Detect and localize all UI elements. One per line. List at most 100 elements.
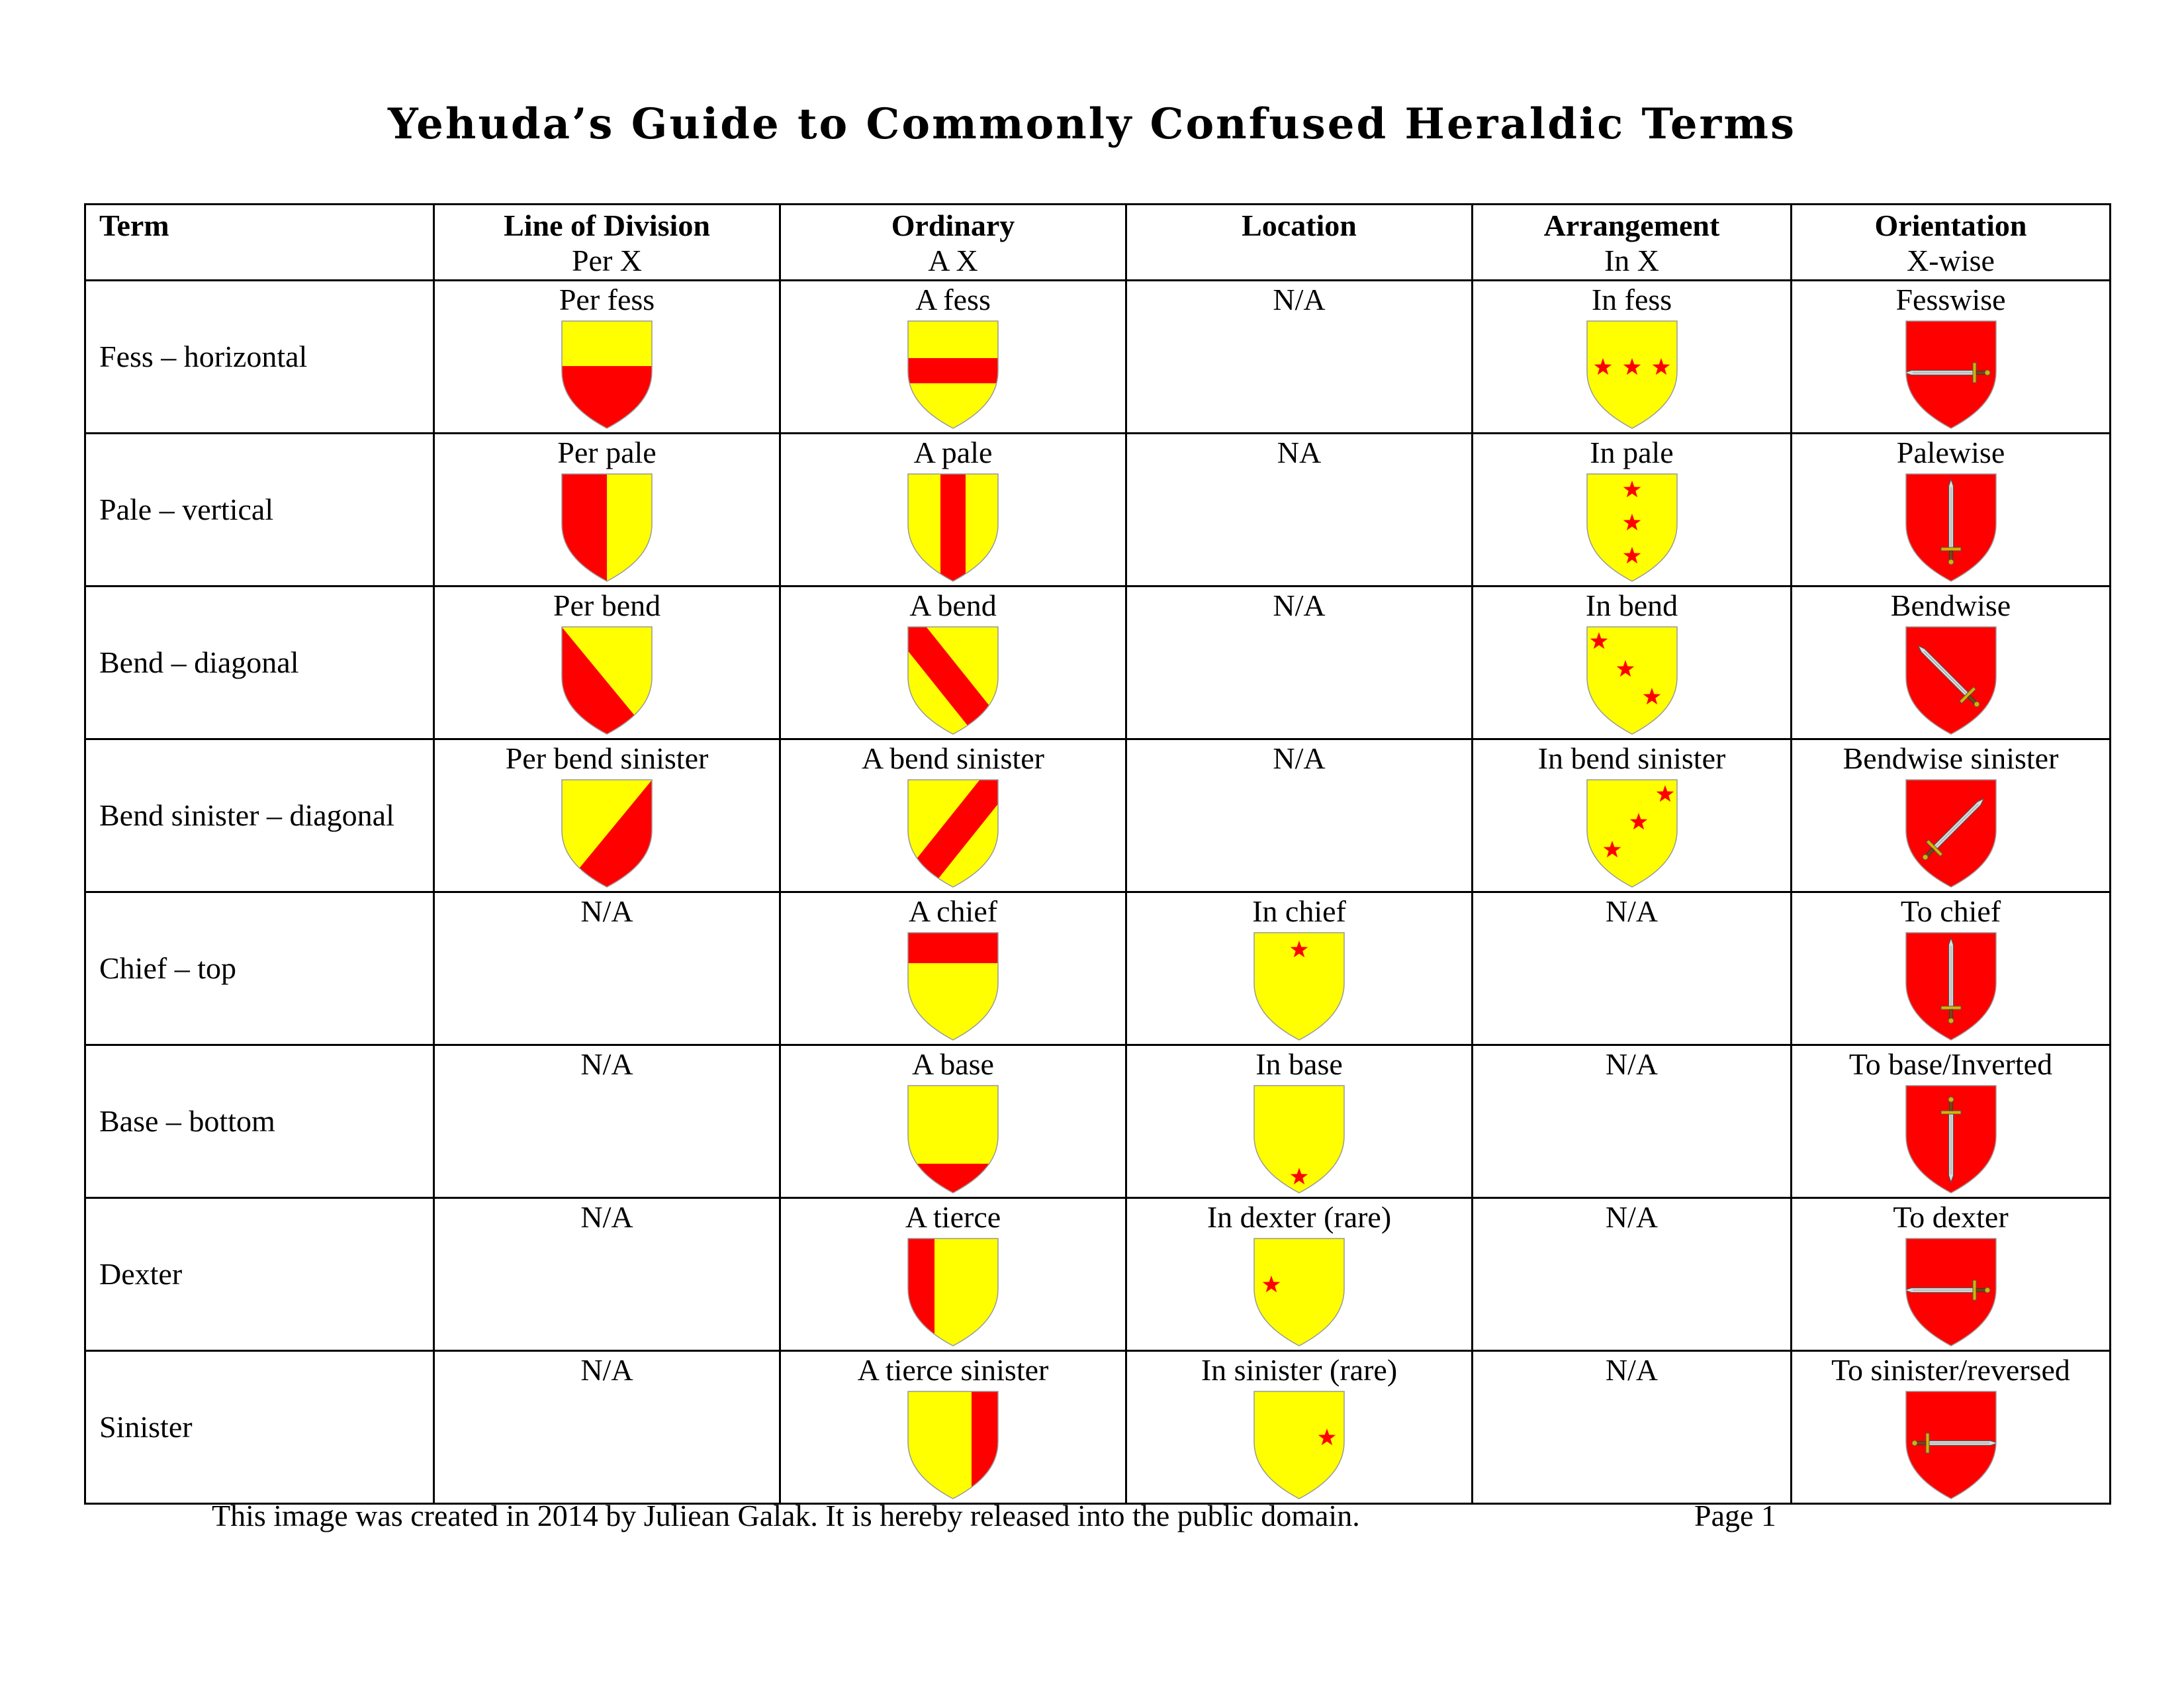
- term-label: Dexter: [99, 1257, 183, 1291]
- column-header-title: Ordinary: [891, 209, 1015, 242]
- example-label: A bend: [909, 588, 997, 622]
- shield-stars-in-pale-icon: [1586, 473, 1678, 582]
- column-header-title: Location: [1242, 209, 1357, 242]
- example-label: Palewise: [1896, 436, 2005, 469]
- example-label: Per bend sinister: [505, 741, 709, 775]
- example-label: To sinister/reversed: [1831, 1353, 2070, 1387]
- example-label: N/A: [1273, 588, 1326, 622]
- shield-sword-bendwise-icon: [1905, 626, 1997, 735]
- term-example-cell: To sinister/reversed: [1790, 1350, 2111, 1505]
- header-row: Term Line of Division Per X Ordinary A X…: [84, 203, 2111, 281]
- term-cell: Dexter: [84, 1197, 435, 1352]
- term-example-cell: Per bend: [433, 585, 781, 740]
- example-label: N/A: [580, 1200, 633, 1234]
- example-label: A chief: [908, 894, 998, 928]
- column-header-subtitle: A X: [928, 244, 978, 277]
- column-header-orientation: Orientation X-wise: [1790, 203, 2111, 281]
- column-header-subtitle: X-wise: [1907, 244, 1995, 277]
- shield-bend-sinister-icon: [907, 779, 999, 888]
- shield-star-in-sinister-icon: [1253, 1391, 1345, 1499]
- shield-sword-to-dexter-icon: [1905, 1238, 1997, 1346]
- table-row: Pale – vertical Per pale A pale NA In pale Pa…: [84, 432, 2111, 587]
- term-example-cell: A tierce sinister: [779, 1350, 1127, 1505]
- term-example-cell: In chief: [1125, 891, 1473, 1046]
- example-label: N/A: [1273, 741, 1326, 775]
- example-label: NA: [1277, 436, 1322, 469]
- term-example-cell: N/A: [1125, 738, 1473, 893]
- term-example-cell: Bendwise: [1790, 585, 2111, 740]
- term-example-cell: Palewise: [1790, 432, 2111, 587]
- example-label: N/A: [580, 894, 633, 928]
- shield-star-in-chief-icon: [1253, 932, 1345, 1041]
- shield-pale-icon: [907, 473, 999, 582]
- example-label: In sinister (rare): [1201, 1353, 1398, 1387]
- term-example-cell: Per bend sinister: [433, 738, 781, 893]
- shield-star-in-dexter-icon: [1253, 1238, 1345, 1346]
- example-label: In dexter (rare): [1206, 1200, 1392, 1234]
- page-title: Yehuda’s Guide to Commonly Confused Hera…: [387, 99, 1797, 149]
- term-example-cell: To dexter: [1790, 1197, 2111, 1352]
- term-label: Bend – diagonal: [99, 645, 299, 679]
- term-example-cell: N/A: [1471, 1044, 1792, 1199]
- example-label: A base: [912, 1047, 994, 1081]
- example-label: N/A: [1605, 1047, 1659, 1081]
- term-example-cell: Fesswise: [1790, 279, 2111, 434]
- example-label: N/A: [1605, 894, 1659, 928]
- example-label: In fess: [1591, 283, 1672, 316]
- shield-sword-to-chief-icon: [1905, 932, 1997, 1041]
- table-row: Fess – horizontal Per fess A fess N/A In fes…: [84, 279, 2111, 434]
- term-label: Base – bottom: [99, 1104, 275, 1138]
- table-row: Bend sinister – diagonal Per bend siniste…: [84, 738, 2111, 893]
- example-label: A pale: [913, 436, 993, 469]
- example-label: To chief: [1900, 894, 2001, 928]
- shield-fess-icon: [907, 320, 999, 429]
- column-header-title: Line of Division: [504, 209, 710, 242]
- term-example-cell: N/A: [1125, 585, 1473, 740]
- shield-sword-inverted-icon: [1905, 1085, 1997, 1194]
- term-cell: Pale – vertical: [84, 432, 435, 587]
- heraldic-terms-table: Term Line of Division Per X Ordinary A X…: [84, 203, 2111, 1505]
- column-header-title: Orientation: [1874, 209, 2027, 242]
- example-label: Bendwise sinister: [1843, 741, 2059, 775]
- shield-stars-in-fess-icon: [1586, 320, 1678, 429]
- example-label: A bend sinister: [862, 741, 1044, 775]
- shield-stars-in-bend-icon: [1586, 626, 1678, 735]
- example-label: In base: [1255, 1047, 1343, 1081]
- term-example-cell: In fess: [1471, 279, 1792, 434]
- example-label: To base/Inverted: [1848, 1047, 2053, 1081]
- shield-star-in-base-icon: [1253, 1085, 1345, 1194]
- column-header-line-of-division: Line of Division Per X: [433, 203, 781, 281]
- term-example-cell: A fess: [779, 279, 1127, 434]
- table-body: Fess – horizontal Per fess A fess N/A In fes…: [84, 279, 2111, 1505]
- example-label: A fess: [915, 283, 991, 316]
- shield-base-icon: [907, 1085, 999, 1194]
- shield-chief-icon: [907, 932, 999, 1041]
- table-row: Dexter N/A A tierce In dexter (rare) N/A To d…: [84, 1197, 2111, 1352]
- term-label: Fess – horizontal: [99, 340, 308, 373]
- term-example-cell: To chief: [1790, 891, 2111, 1046]
- shield-sword-bendwise-sinister-icon: [1905, 779, 1997, 888]
- shield-tierce-icon: [907, 1238, 999, 1346]
- column-header-title: Arrangement: [1543, 209, 1720, 242]
- term-example-cell: In bend sinister: [1471, 738, 1792, 893]
- shield-sword-fesswise-icon: [1905, 320, 1997, 429]
- example-label: A tierce sinister: [857, 1353, 1049, 1387]
- example-label: N/A: [580, 1047, 633, 1081]
- shield-per-bend-icon: [561, 626, 653, 735]
- term-example-cell: In sinister (rare): [1125, 1350, 1473, 1505]
- term-example-cell: A tierce: [779, 1197, 1127, 1352]
- term-example-cell: Bendwise sinister: [1790, 738, 2111, 893]
- column-header-location: Location: [1125, 203, 1473, 281]
- term-label: Sinister: [99, 1410, 193, 1444]
- example-label: Bendwise: [1890, 588, 2011, 622]
- shield-per-fess-icon: [561, 320, 653, 429]
- term-example-cell: Per pale: [433, 432, 781, 587]
- term-example-cell: In bend: [1471, 585, 1792, 740]
- term-example-cell: N/A: [1471, 1350, 1792, 1505]
- term-example-cell: NA: [1125, 432, 1473, 587]
- term-cell: Sinister: [84, 1350, 435, 1505]
- term-cell: Base – bottom: [84, 1044, 435, 1199]
- shield-stars-in-bend-sinister-icon: [1586, 779, 1678, 888]
- term-label: Chief – top: [99, 951, 236, 985]
- example-label: N/A: [1605, 1353, 1659, 1387]
